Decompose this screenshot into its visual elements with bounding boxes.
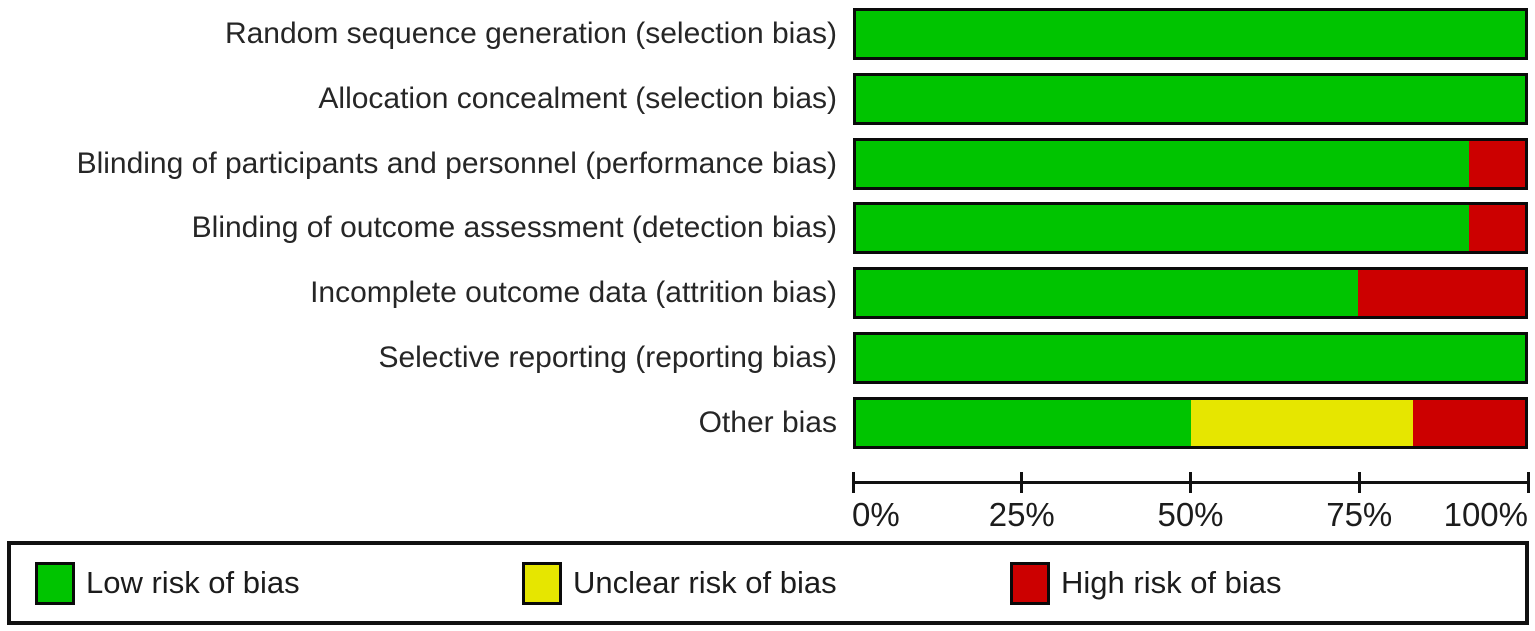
bar-row: Blinding of participants and personnel (… [0,138,1535,190]
category-label: Allocation concealment (selection bias) [318,82,837,115]
bar-row: Selective reporting (reporting bias) [0,332,1535,384]
bar-row: Allocation concealment (selection bias) [0,73,1535,125]
legend-item: High risk of bias [1010,545,1282,621]
x-axis-tick [1020,472,1024,493]
category-label: Other bias [698,406,837,439]
legend: Low risk of bias Unclear risk of bias High… [7,541,1529,625]
legend-swatch-unclear-risk [522,561,562,605]
category-label: Selective reporting (reporting bias) [378,341,837,374]
bar-segment-high-risk [1413,400,1525,446]
legend-item: Unclear risk of bias [522,545,837,621]
bar-row: Random sequence generation (selection bi… [0,8,1535,60]
x-axis-tick [1526,472,1530,493]
legend-swatch-low-risk [35,561,75,605]
bar-segment-high-risk [1469,205,1525,251]
legend-label: High risk of bias [1061,565,1282,600]
bar-segment-high-risk [1469,141,1525,187]
stacked-bar [853,202,1528,254]
category-label: Blinding of participants and personnel (… [76,147,837,180]
bar-segment-low-risk [856,76,1525,122]
x-axis-tick [1357,472,1361,493]
bar-segment-high-risk [1357,270,1525,316]
stacked-bar [853,138,1528,190]
category-label: Incomplete outcome data (attrition bias) [310,276,837,309]
category-label: Random sequence generation (selection bi… [224,17,837,50]
bar-row: Other bias [0,397,1535,449]
bar-segment-unclear-risk [1190,400,1414,446]
x-axis-tick-label: 25% [988,496,1055,533]
bar-row: Incomplete outcome data (attrition bias) [0,267,1535,319]
bar-segment-low-risk [856,11,1525,57]
legend-item: Low risk of bias [35,545,300,621]
legend-swatch-high-risk [1010,561,1050,605]
stacked-bar [853,8,1528,60]
stacked-bar [853,267,1528,319]
x-axis-tick-label: 75% [1326,496,1393,533]
bar-segment-low-risk [856,141,1470,187]
bar-segment-low-risk [856,270,1358,316]
legend-label: Low risk of bias [86,565,300,600]
bar-segment-low-risk [856,205,1470,251]
x-axis-tick-label: 100% [1443,496,1528,533]
stacked-bar [853,332,1528,384]
category-label: Blinding of outcome assessment (detectio… [191,211,837,244]
bar-segment-low-risk [856,335,1525,381]
x-axis-tick-label: 0% [852,496,900,533]
x-axis-tick [1189,472,1192,493]
stacked-bar [853,397,1528,449]
stacked-bar [853,73,1528,125]
x-axis-tick-label: 50% [1157,496,1224,533]
bar-row: Blinding of outcome assessment (detectio… [0,202,1535,254]
bar-segment-low-risk [856,400,1191,446]
x-axis-tick [851,472,855,493]
legend-label: Unclear risk of bias [573,565,837,600]
